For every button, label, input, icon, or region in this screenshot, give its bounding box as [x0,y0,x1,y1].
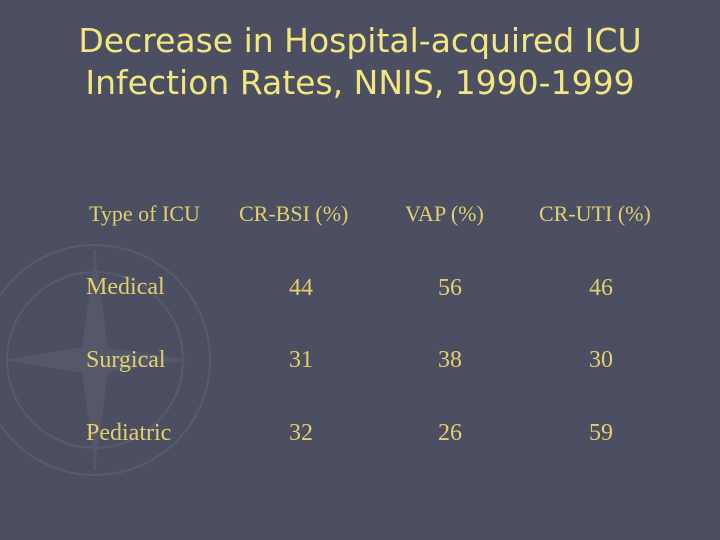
title-line-2: Infection Rates, NNIS, 1990-1999 [85,63,635,102]
row-pediatric-cr-bsi: 32 [289,420,313,446]
header-type-of-icu: Type of ICU [89,201,200,226]
row-medical-label: Medical [86,274,165,300]
row-medical-cr-uti: 46 [589,275,613,301]
row-surgical-cr-bsi: 31 [289,347,313,373]
row-surgical-cr-uti: 30 [589,347,613,373]
header-vap: VAP (%) [405,201,484,226]
row-pediatric-label: Pediatric [86,420,172,446]
row-surgical-label: Surgical [86,347,166,373]
slide-title: Decrease in Hospital-acquired ICU Infect… [0,20,720,104]
row-pediatric-cr-uti: 59 [589,420,613,446]
header-cr-bsi: CR-BSI (%) [239,201,349,226]
row-medical-cr-bsi: 44 [289,275,313,301]
row-pediatric-vap: 26 [438,420,462,446]
header-cr-uti: CR-UTI (%) [539,201,651,226]
row-surgical-vap: 38 [438,347,462,373]
row-medical-vap: 56 [438,275,462,301]
title-line-1: Decrease in Hospital-acquired ICU [78,21,642,60]
